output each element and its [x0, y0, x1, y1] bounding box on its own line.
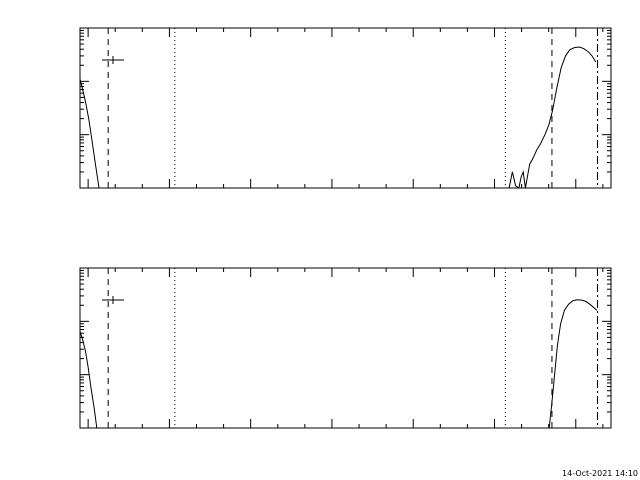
plot-frame — [79, 27, 612, 189]
chart-hi — [79, 267, 612, 429]
data-series-line — [548, 299, 598, 428]
data-series-line — [80, 78, 100, 188]
data-series-line — [508, 46, 597, 188]
timestamp-footer: 14-Oct-2021 14:10 — [562, 469, 638, 478]
plot-frame — [79, 267, 612, 429]
data-series-line — [80, 331, 98, 428]
chart-lo — [79, 27, 612, 189]
